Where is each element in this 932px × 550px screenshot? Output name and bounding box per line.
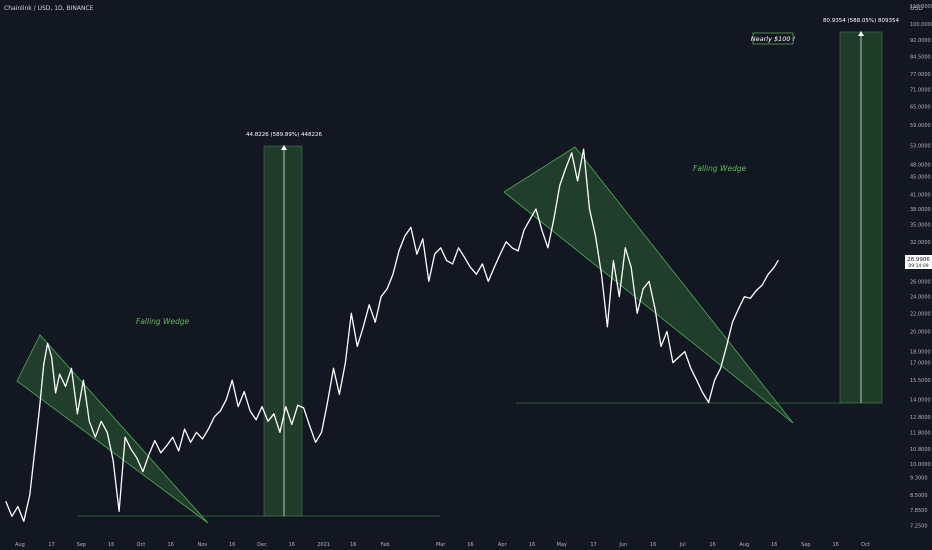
- x-tick-label: Aug: [15, 542, 25, 548]
- y-tick-label: 17.0000: [910, 361, 931, 367]
- price-target-arrowhead-1: [281, 145, 287, 150]
- y-tick-label: 71.0000: [910, 88, 931, 94]
- x-tick-label: 16: [650, 542, 656, 548]
- last-price-badge: [905, 255, 932, 269]
- y-tick-label: 7.8500: [910, 508, 928, 514]
- price-target-box-1[interactable]: [263, 145, 303, 517]
- x-tick-label: 16: [168, 542, 174, 548]
- x-tick-label: Oct: [137, 542, 146, 548]
- y-tick-label: 65.0000: [910, 105, 931, 111]
- x-tick-label: Sep: [801, 542, 810, 548]
- y-tick-label: 20.0000: [910, 330, 931, 336]
- price-target-label-1: 44.8226 (589.89%) 448226: [246, 132, 322, 138]
- price-target-arrowhead-2: [858, 31, 864, 36]
- y-tick-label: 48.0000: [910, 162, 931, 168]
- falling-wedge-1[interactable]: [16, 334, 209, 524]
- y-tick-label: 24.0000: [910, 295, 931, 301]
- x-tick-label: 16: [833, 542, 839, 548]
- y-tick-label: 14.0000: [910, 398, 931, 404]
- y-tick-label: 7.2500: [910, 523, 928, 529]
- x-tick-label: 16: [709, 542, 715, 548]
- x-tick-label: Apr: [498, 542, 508, 548]
- y-tick-label: 77.0000: [910, 72, 931, 78]
- x-tick-label: Feb: [381, 542, 390, 548]
- y-tick-label: 9.3000: [910, 476, 928, 482]
- x-tick-label: 16: [529, 542, 535, 548]
- x-tick-label: Mar: [436, 542, 446, 548]
- falling-wedge-2[interactable]: [503, 146, 794, 424]
- y-tick-label: 35.0000: [910, 223, 931, 229]
- y-tick-label: 100.0000: [910, 22, 932, 28]
- x-tick-label: Jun: [618, 542, 627, 548]
- y-tick-label: 26.0000: [910, 279, 931, 285]
- chart-title: Chainlink / USD, 1D, BINANCE: [4, 5, 94, 12]
- x-tick-label: May: [557, 542, 567, 548]
- falling-wedge-label-1: Falling Wedge: [136, 317, 190, 326]
- y-tick-label: 45.0000: [910, 175, 931, 181]
- x-tick-label: Nov: [198, 542, 208, 548]
- x-tick-label: 16: [350, 542, 356, 548]
- x-tick-label: 16: [108, 542, 114, 548]
- x-tick-label: 17: [48, 542, 54, 548]
- last-price-value: 28.9906: [907, 257, 930, 263]
- x-tick-label: 16: [229, 542, 235, 548]
- y-tick-label: 32.0000: [910, 240, 931, 246]
- x-tick-label: 16: [467, 542, 473, 548]
- y-tick-label: 41.0000: [910, 193, 931, 199]
- y-tick-label: 10.8000: [910, 447, 931, 453]
- price-target-label-2: 80.9354 (588.05%) 809354: [823, 18, 899, 24]
- y-tick-label: 11.8000: [910, 430, 931, 436]
- y-tick-label: 53.0000: [910, 143, 931, 149]
- x-tick-label: Dec: [257, 542, 267, 548]
- y-tick-label: 8.5000: [910, 493, 928, 499]
- callout-text: Nearly $100 !: [751, 35, 796, 43]
- y-tick-label: 22.0000: [910, 311, 931, 317]
- x-tick-label: Aug: [740, 542, 750, 548]
- callout-box: [752, 32, 794, 45]
- currency-label: USD: [910, 5, 923, 12]
- y-tick-label: 18.0000: [910, 350, 931, 356]
- y-tick-label: 84.5000: [910, 54, 931, 60]
- y-tick-label: 92.0000: [910, 38, 931, 44]
- x-axis: Aug 17 Sep 16 Oct 16 Nov 16 Dec 16 2021 16 Feb Mar 16 A…: [15, 542, 870, 548]
- x-tick-label: Jul: [679, 542, 686, 548]
- x-tick-label: 16: [771, 542, 777, 548]
- x-tick-label: 16: [289, 542, 295, 548]
- x-tick-label: Oct: [861, 542, 870, 548]
- x-tick-label: Sep: [77, 542, 86, 548]
- y-tick-label: 12.8000: [910, 415, 931, 421]
- x-tick-label: 2021: [317, 542, 330, 548]
- y-tick-label: 110.0000: [910, 4, 932, 10]
- falling-wedge-label-2: Falling Wedge: [693, 164, 747, 173]
- y-tick-label: 15.5000: [910, 378, 931, 384]
- price-line[interactable]: [5, 148, 779, 523]
- y-tick-label: 59.0000: [910, 123, 931, 129]
- y-tick-label: 38.0000: [910, 207, 931, 213]
- y-tick-label: 10.0000: [910, 462, 931, 468]
- last-price-countdown: 09:14:09: [908, 263, 928, 269]
- y-axis: 110.0000 100.0000 92.0000 84.5000 77.0000 71.…: [910, 4, 932, 529]
- x-tick-label: 17: [590, 542, 596, 548]
